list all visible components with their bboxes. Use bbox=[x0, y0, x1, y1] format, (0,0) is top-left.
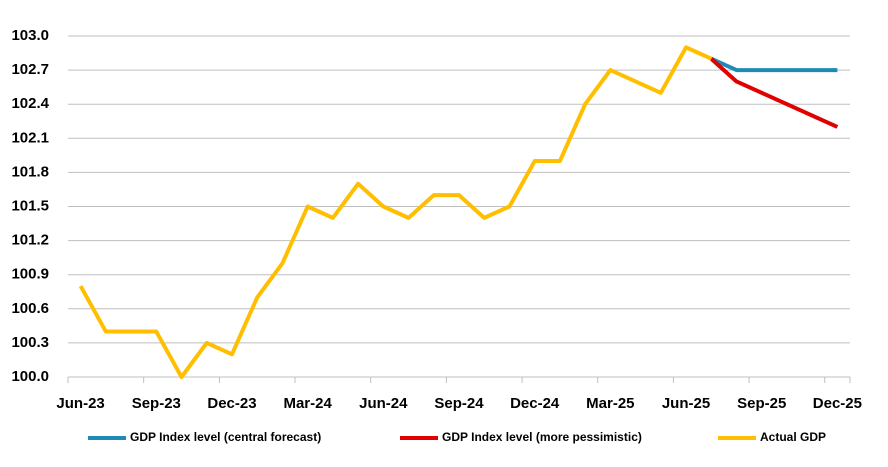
x-tick-label: Dec-24 bbox=[510, 395, 560, 412]
legend-label: Actual GDP bbox=[760, 430, 826, 444]
x-tick-label: Jun-25 bbox=[662, 395, 710, 412]
x-tick-label: Sep-23 bbox=[132, 395, 181, 412]
y-tick-label: 102.4 bbox=[11, 95, 49, 112]
y-tick-label: 100.3 bbox=[11, 334, 49, 351]
legend-label: GDP Index level (central forecast) bbox=[130, 430, 321, 444]
y-tick-label: 100.0 bbox=[11, 368, 49, 385]
series-line bbox=[709, 57, 839, 129]
x-tick-label: Mar-25 bbox=[586, 395, 634, 412]
series-line bbox=[78, 45, 713, 379]
series-line bbox=[710, 56, 838, 73]
x-tick-label: Mar-24 bbox=[283, 395, 332, 412]
x-tick-label: Jun-24 bbox=[359, 395, 408, 412]
y-tick-label: 101.8 bbox=[11, 163, 49, 180]
y-tick-label: 102.7 bbox=[11, 61, 49, 78]
x-tick-label: Dec-25 bbox=[813, 395, 862, 412]
x-tick-label: Sep-25 bbox=[737, 395, 786, 412]
y-tick-label: 102.1 bbox=[11, 129, 49, 146]
x-tick-label: Jun-23 bbox=[56, 395, 104, 412]
legend-label: GDP Index level (more pessimistic) bbox=[442, 430, 642, 444]
x-tick-label: Dec-23 bbox=[207, 395, 256, 412]
y-tick-label: 101.5 bbox=[11, 197, 49, 214]
y-tick-label: 103.0 bbox=[11, 27, 49, 44]
y-tick-label: 100.6 bbox=[11, 300, 49, 317]
x-tick-label: Sep-24 bbox=[434, 395, 484, 412]
y-tick-label: 101.2 bbox=[11, 232, 49, 249]
y-tick-label: 100.9 bbox=[11, 266, 49, 283]
